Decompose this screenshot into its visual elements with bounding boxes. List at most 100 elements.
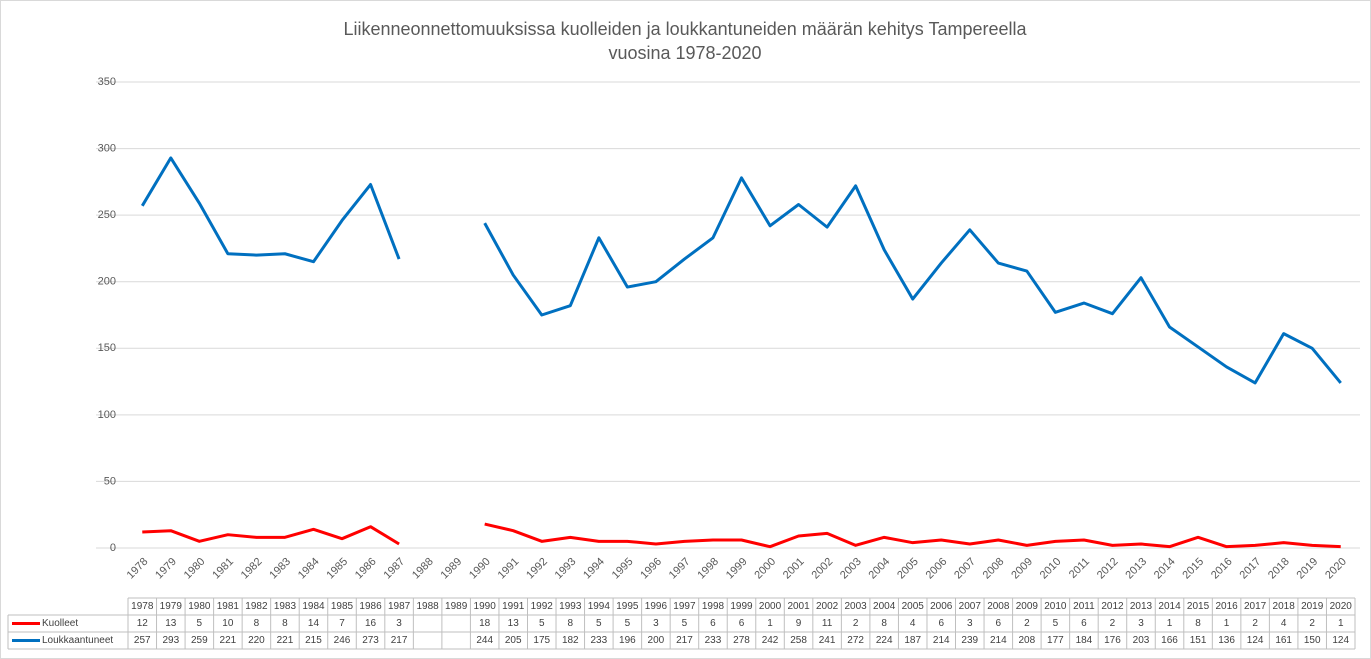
table-value: 2 <box>1252 618 1258 629</box>
table-header: 2000 <box>759 601 782 612</box>
table-value: 8 <box>1195 618 1201 629</box>
table-value: 8 <box>568 618 574 629</box>
table-header: 2020 <box>1330 601 1353 612</box>
table-value: 257 <box>134 635 151 646</box>
table-header: 2008 <box>987 601 1010 612</box>
table-header: 2011 <box>1073 601 1095 612</box>
table-value: 2 <box>853 618 859 629</box>
table-value: 6 <box>710 618 716 629</box>
table-header: 1978 <box>131 601 154 612</box>
table-value: 6 <box>996 618 1002 629</box>
table-value: 259 <box>191 635 208 646</box>
table-value: 124 <box>1332 635 1349 646</box>
table-header: 1979 <box>160 601 183 612</box>
table-value: 246 <box>334 635 351 646</box>
table-header: 1987 <box>388 601 411 612</box>
table-value: 196 <box>619 635 636 646</box>
table-header: 1988 <box>416 601 439 612</box>
table-value: 272 <box>847 635 864 646</box>
table-header: 1983 <box>274 601 297 612</box>
table-header: 2016 <box>1215 601 1238 612</box>
table-value: 187 <box>904 635 921 646</box>
table-header: 2007 <box>959 601 982 612</box>
series-line <box>140 156 1342 385</box>
table-value: 217 <box>676 635 693 646</box>
table-value: 3 <box>653 618 659 629</box>
y-tick-label: 0 <box>110 542 116 554</box>
chart-title: Liikenneonnettomuuksissa kuolleiden ja l… <box>343 19 1027 39</box>
table-value: 214 <box>990 635 1007 646</box>
table-value: 8 <box>881 618 887 629</box>
table-value: 233 <box>590 635 607 646</box>
table-value: 239 <box>961 635 978 646</box>
table-header: 1999 <box>730 601 753 612</box>
table-value: 1 <box>1224 618 1230 629</box>
table-value: 184 <box>1076 635 1093 646</box>
y-tick-label: 150 <box>98 342 116 354</box>
table-value: 233 <box>705 635 722 646</box>
chart-title: vuosina 1978-2020 <box>608 43 761 63</box>
table-value: 5 <box>197 618 203 629</box>
table-header: 1995 <box>616 601 639 612</box>
table-value: 177 <box>1047 635 1064 646</box>
table-value: 203 <box>1133 635 1150 646</box>
table-value: 2 <box>1309 618 1315 629</box>
table-value: 151 <box>1190 635 1207 646</box>
y-tick-label: 250 <box>98 209 116 221</box>
table-value: 14 <box>308 618 320 629</box>
table-header: 1997 <box>673 601 696 612</box>
table-header: 1984 <box>302 601 325 612</box>
table-value: 208 <box>1019 635 1036 646</box>
table-value: 10 <box>222 618 234 629</box>
table-value: 1 <box>1338 618 1344 629</box>
table-value: 16 <box>365 618 377 629</box>
table-value: 166 <box>1161 635 1178 646</box>
table-value: 136 <box>1218 635 1235 646</box>
table-header: 2001 <box>787 601 810 612</box>
table-value: 182 <box>562 635 579 646</box>
table-value: 6 <box>938 618 944 629</box>
table-header: 2005 <box>902 601 925 612</box>
table-header: 1989 <box>445 601 468 612</box>
table-value: 244 <box>476 635 493 646</box>
table-value: 176 <box>1104 635 1121 646</box>
table-value: 3 <box>967 618 973 629</box>
table-value: 273 <box>362 635 379 646</box>
table-value: 1 <box>1167 618 1173 629</box>
table-value: 221 <box>220 635 237 646</box>
table-header: 2013 <box>1130 601 1153 612</box>
table-header: 1998 <box>702 601 725 612</box>
table-header: 1996 <box>645 601 668 612</box>
table-value: 161 <box>1275 635 1292 646</box>
table-value: 215 <box>305 635 322 646</box>
table-value: 5 <box>1053 618 1059 629</box>
table-header: 1985 <box>331 601 354 612</box>
table-header: 1991 <box>502 601 525 612</box>
table-header: 2009 <box>1016 601 1039 612</box>
table-value: 13 <box>508 618 520 629</box>
table-value: 5 <box>625 618 631 629</box>
table-value: 214 <box>933 635 950 646</box>
table-header: 1986 <box>359 601 382 612</box>
table-header: 2004 <box>873 601 896 612</box>
table-value: 224 <box>876 635 893 646</box>
table-value: 220 <box>248 635 265 646</box>
table-value: 13 <box>165 618 177 629</box>
legend-label: Kuolleet <box>42 618 78 629</box>
table-header: 2010 <box>1044 601 1067 612</box>
table-value: 11 <box>822 618 833 629</box>
y-tick-label: 300 <box>98 142 116 154</box>
y-tick-label: 100 <box>98 409 116 421</box>
table-header: 2006 <box>930 601 953 612</box>
table-header: 1980 <box>188 601 211 612</box>
table-header: 2015 <box>1187 601 1210 612</box>
table-value: 221 <box>277 635 294 646</box>
table-value: 5 <box>682 618 688 629</box>
table-value: 175 <box>533 635 550 646</box>
table-value: 241 <box>819 635 836 646</box>
y-tick-label: 200 <box>98 276 116 288</box>
table-value: 5 <box>596 618 602 629</box>
table-value: 205 <box>505 635 522 646</box>
table-value: 150 <box>1304 635 1321 646</box>
